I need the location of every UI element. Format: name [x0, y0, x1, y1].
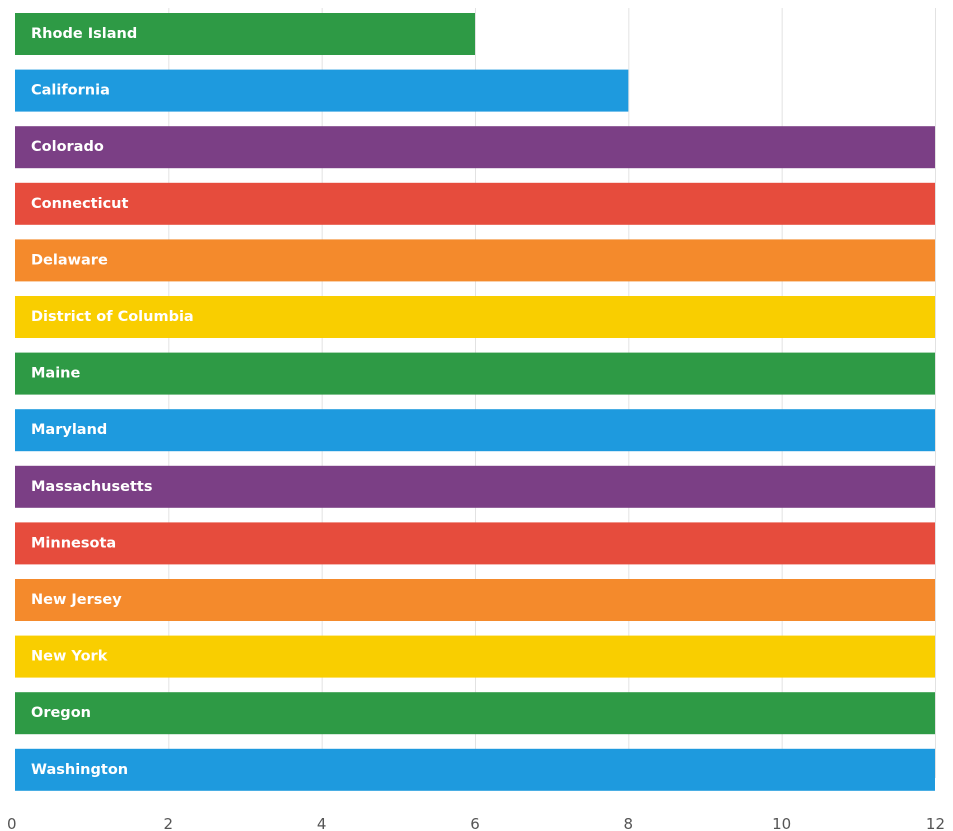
- bar-massachusetts: [15, 465, 935, 508]
- bar-maine: [15, 352, 935, 395]
- bar-labels: Rhode Island California Colorado Connecticu…: [31, 26, 194, 778]
- bar-new-jersey: [15, 579, 935, 621]
- bar-minnesota: [15, 522, 935, 565]
- bar-oregon: [15, 692, 935, 735]
- x-tick-label: 4: [317, 815, 327, 831]
- bar-label: New York: [31, 649, 108, 665]
- bar-label: California: [31, 83, 110, 99]
- x-axis-ticks: 0 2 4 6 8 10 12: [7, 815, 945, 831]
- bar-label: Connecticut: [31, 196, 128, 212]
- bars: [15, 13, 935, 791]
- bar-label: Minnesota: [31, 535, 116, 551]
- bar-label: New Jersey: [31, 592, 122, 608]
- x-tick-label: 0: [7, 815, 17, 831]
- bar-maryland: [15, 409, 935, 452]
- x-tick-label: 10: [772, 815, 791, 831]
- bar-delaware: [15, 239, 935, 282]
- bar-label: Maine: [31, 366, 81, 382]
- bar-washington: [15, 748, 935, 791]
- bar-label: Rhode Island: [31, 26, 137, 42]
- x-tick-label: 12: [926, 815, 945, 831]
- bar-rhode-island: [15, 13, 475, 55]
- x-tick-label: 2: [164, 815, 174, 831]
- x-tick-label: 6: [470, 815, 480, 831]
- bar-label: District of Columbia: [31, 309, 194, 325]
- x-tick-label: 8: [624, 815, 634, 831]
- bar-label: Delaware: [31, 252, 108, 268]
- bar-new-york: [15, 635, 935, 678]
- bar-connecticut: [15, 182, 935, 225]
- bar-label: Washington: [31, 762, 128, 778]
- bar-colorado: [15, 126, 935, 169]
- bar-label: Colorado: [31, 139, 104, 155]
- bar-label: Oregon: [31, 705, 91, 721]
- bar-california: [15, 69, 629, 112]
- bar-district-of-columbia: [15, 296, 935, 338]
- bar-label: Massachusetts: [31, 479, 152, 495]
- bar-label: Maryland: [31, 422, 107, 438]
